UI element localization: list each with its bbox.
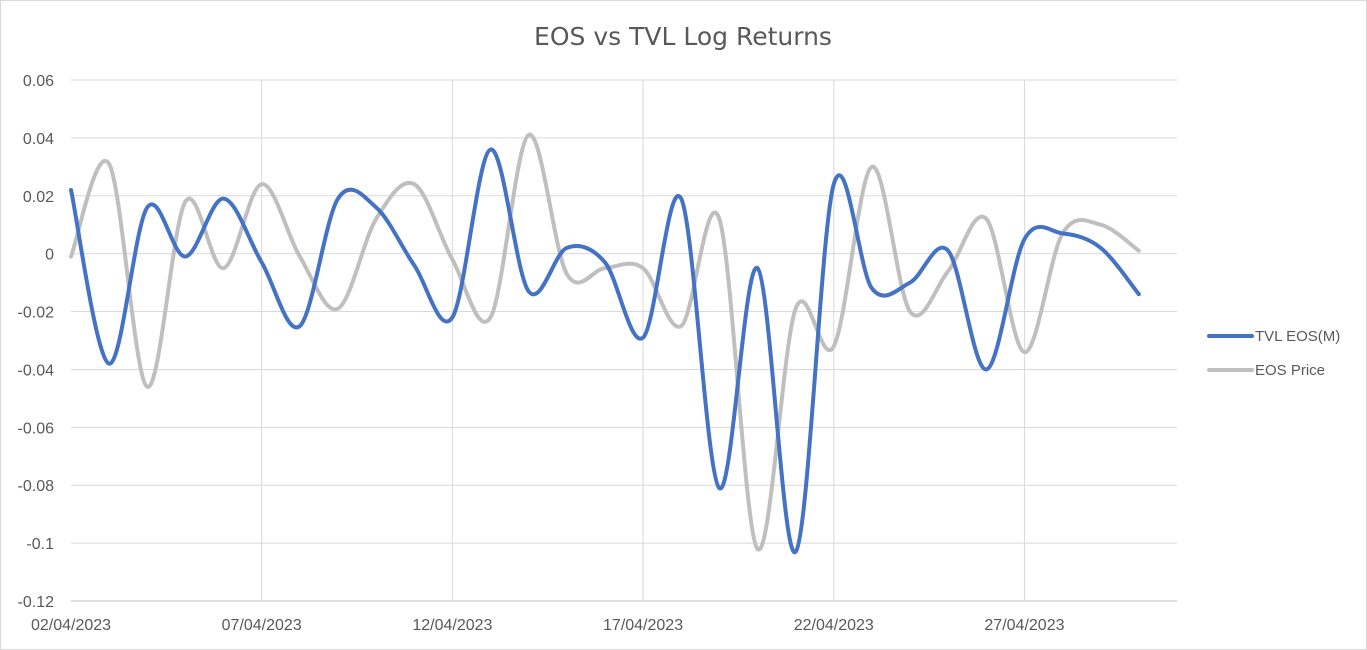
series-lines (69, 132, 1141, 554)
y-tick-label: -0.06 (18, 420, 55, 437)
y-tick-label: -0.1 (26, 536, 54, 553)
x-tick-label: 22/04/2023 (794, 617, 874, 634)
series-line-tvl-eos (69, 147, 1141, 554)
x-tick-label: 02/04/2023 (31, 617, 111, 634)
y-tick-label: -0.02 (18, 305, 55, 322)
x-tick-label: 27/04/2023 (984, 617, 1064, 634)
x-tick-label: 17/04/2023 (603, 617, 683, 634)
legend-label: EOS Price (1255, 362, 1325, 379)
series-line-eos-price (69, 132, 1141, 552)
gridlines (71, 79, 1177, 602)
y-tick-label: -0.08 (18, 478, 55, 495)
x-tick-label: 12/04/2023 (412, 617, 492, 634)
x-tick-label: 07/04/2023 (222, 617, 302, 634)
y-tick-label: -0.04 (18, 362, 55, 379)
y-axis-ticks: 0.06 0.04 0.02 0 -0.02 -0.04 -0.06 -0.08 -0.1 -0.… (18, 73, 55, 611)
y-tick-label: 0.06 (23, 73, 54, 90)
y-tick-label: 0.04 (23, 131, 54, 148)
chart-title: EOS vs TVL Log Returns (534, 22, 832, 51)
legend: TVL EOS(M) EOS Price (1207, 328, 1340, 379)
y-tick-label: 0.02 (23, 189, 54, 206)
legend-label: TVL EOS(M) (1255, 328, 1340, 345)
y-tick-label: -0.12 (18, 594, 55, 611)
y-tick-label: 0 (45, 247, 54, 264)
x-axis-ticks: 02/04/2023 07/04/2023 12/04/2023 17/04/2023… (31, 617, 1065, 634)
